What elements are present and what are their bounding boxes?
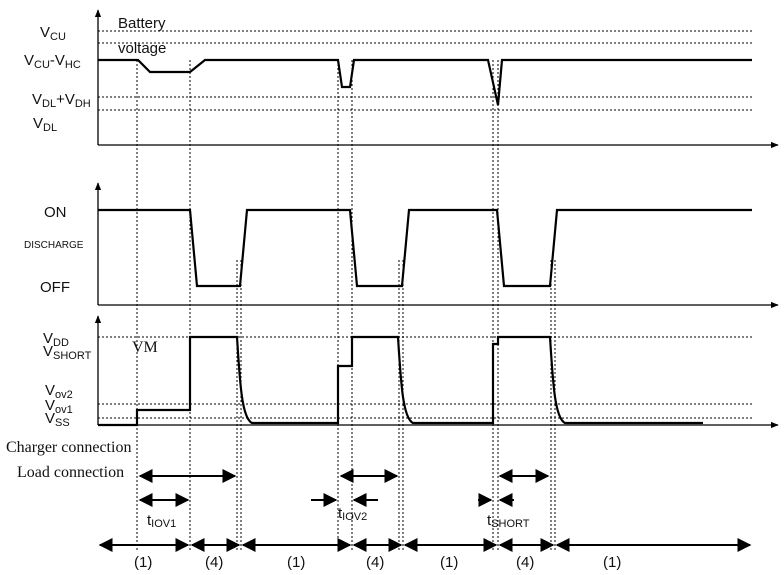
time-markers: [136, 60, 556, 550]
vshort-label: VSHORT: [43, 343, 92, 362]
phase-labels: (1) (4) (1) (4) (1) (4) (1): [134, 554, 621, 571]
vcu-vhc-label: VCU-VHC: [24, 52, 81, 71]
phase-label-1: (1): [134, 554, 152, 571]
on-label: ON: [44, 204, 67, 221]
load-connection-label: Load connection: [17, 464, 124, 481]
charger-connection-label: Charger connection: [6, 439, 131, 456]
discharge-label: DISCHARGE: [24, 240, 84, 251]
vov2-label: Vov2: [45, 382, 73, 401]
discharge-waveform: [98, 208, 752, 288]
vss-label: VSS: [45, 410, 70, 429]
vdl-vdh-label: VDL+VDH: [32, 91, 91, 110]
vm-label: VM: [132, 339, 158, 356]
vm-panel: [94, 315, 779, 429]
battery-voltage-waveform: [98, 58, 752, 106]
vcu-label: VCU: [40, 24, 66, 43]
phase-label-2: (4): [205, 554, 223, 571]
tiov1-label: tIOV1: [147, 512, 176, 530]
phase-label-7: (1): [603, 554, 621, 571]
battery-voltage-label-2: voltage: [118, 40, 166, 57]
vov1-label: Vov1: [45, 397, 73, 416]
discharge-panel: [94, 182, 779, 309]
tshort-label: tSHORT: [487, 512, 530, 530]
battery-voltage-label: Battery: [118, 15, 166, 32]
vm-waveform: [98, 335, 703, 427]
phase-label-3: (1): [287, 554, 305, 571]
phase-label-5: (1): [440, 554, 458, 571]
phase-label-4: (4): [366, 554, 384, 571]
vdl-label: VDL: [33, 115, 57, 134]
phase-label-6: (4): [516, 554, 534, 571]
off-label: OFF: [40, 279, 70, 296]
tiov2-label: tIOV2: [338, 505, 367, 523]
vdd-label: VDD: [43, 330, 69, 349]
battery-voltage-panel: [94, 9, 779, 149]
timing-arrows: [138, 469, 550, 507]
